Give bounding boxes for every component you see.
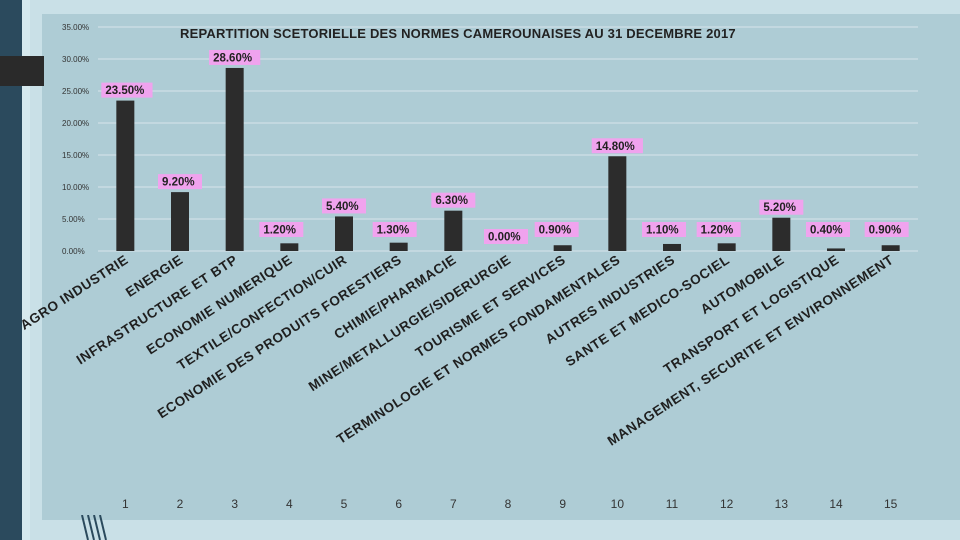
data-label-background bbox=[209, 49, 261, 65]
bar bbox=[608, 156, 627, 251]
chart-title: REPARTITION SCETORIELLE DES NORMES CAMER… bbox=[180, 26, 736, 41]
bar bbox=[772, 217, 791, 251]
y-tick-label: 10.00% bbox=[62, 183, 89, 192]
data-label-background bbox=[759, 199, 804, 215]
bar bbox=[116, 100, 135, 251]
y-tick-label: 20.00% bbox=[62, 119, 89, 128]
category-index: 13 bbox=[775, 497, 789, 511]
category-index: 9 bbox=[559, 497, 566, 511]
category-index: 7 bbox=[450, 497, 457, 511]
decor-tab bbox=[0, 56, 44, 86]
data-label-background bbox=[806, 222, 850, 237]
left-decor-band bbox=[0, 0, 22, 540]
data-label-background bbox=[591, 138, 643, 154]
data-label-background bbox=[696, 222, 741, 237]
bar bbox=[280, 243, 299, 251]
data-label-background bbox=[158, 174, 202, 190]
left-decor-stripe bbox=[22, 0, 30, 540]
data-label-background bbox=[259, 222, 304, 237]
category-index: 14 bbox=[829, 497, 843, 511]
category-label: MINE/METALLURGIE/SIDERURGIE bbox=[306, 252, 514, 394]
data-label: 1.20% bbox=[701, 225, 734, 237]
bar bbox=[881, 245, 900, 251]
data-label: 1.30% bbox=[377, 225, 410, 237]
data-label: 0.40% bbox=[810, 225, 843, 237]
category-index: 2 bbox=[177, 497, 184, 511]
data-label: 14.80% bbox=[596, 141, 635, 153]
y-tick-label: 25.00% bbox=[62, 87, 89, 96]
data-label: 6.30% bbox=[435, 195, 468, 207]
category-index: 15 bbox=[884, 497, 898, 511]
category-index: 3 bbox=[231, 497, 238, 511]
data-label-background bbox=[642, 222, 686, 237]
bar bbox=[389, 242, 408, 251]
y-tick-label: 0.00% bbox=[62, 247, 85, 256]
y-tick-label: 5.00% bbox=[62, 215, 85, 224]
data-label-background bbox=[101, 82, 153, 98]
data-label-background bbox=[534, 222, 579, 237]
data-label: 1.10% bbox=[646, 225, 679, 237]
category-index: 12 bbox=[720, 497, 734, 511]
category-index: 8 bbox=[505, 497, 512, 511]
category-index: 11 bbox=[666, 497, 679, 511]
data-label: 0.90% bbox=[539, 225, 572, 237]
category-index: 10 bbox=[611, 497, 625, 511]
bar bbox=[444, 210, 463, 251]
data-label-background bbox=[322, 198, 366, 214]
bar bbox=[717, 243, 736, 251]
chart-panel bbox=[42, 14, 960, 520]
decor-lines-icon bbox=[81, 515, 107, 540]
data-label-background bbox=[484, 229, 528, 244]
category-index: 6 bbox=[395, 497, 402, 511]
data-label: 5.40% bbox=[326, 201, 359, 213]
bar bbox=[663, 243, 681, 251]
category-index: 1 bbox=[122, 497, 129, 511]
data-label-background bbox=[372, 222, 417, 237]
data-label-background bbox=[864, 222, 909, 237]
data-label: 5.20% bbox=[763, 202, 796, 214]
category-index: 4 bbox=[286, 497, 293, 511]
category-index: 5 bbox=[341, 497, 348, 511]
data-label-background bbox=[431, 192, 476, 208]
data-label: 9.20% bbox=[162, 177, 195, 189]
bar bbox=[553, 245, 572, 251]
bar bbox=[225, 67, 244, 252]
bar bbox=[827, 248, 845, 251]
data-label: 1.20% bbox=[263, 225, 296, 237]
data-label: 28.60% bbox=[213, 52, 252, 64]
category-label: AGRO INDUSTRIE bbox=[18, 252, 131, 333]
y-tick-label: 30.00% bbox=[62, 55, 89, 64]
data-label: 0.90% bbox=[869, 225, 902, 237]
y-tick-label: 35.00% bbox=[62, 23, 89, 32]
bar bbox=[335, 216, 353, 251]
data-label: 23.50% bbox=[105, 85, 144, 97]
y-tick-label: 15.00% bbox=[62, 151, 89, 160]
bar bbox=[171, 192, 189, 251]
data-label: 0.00% bbox=[488, 232, 521, 244]
